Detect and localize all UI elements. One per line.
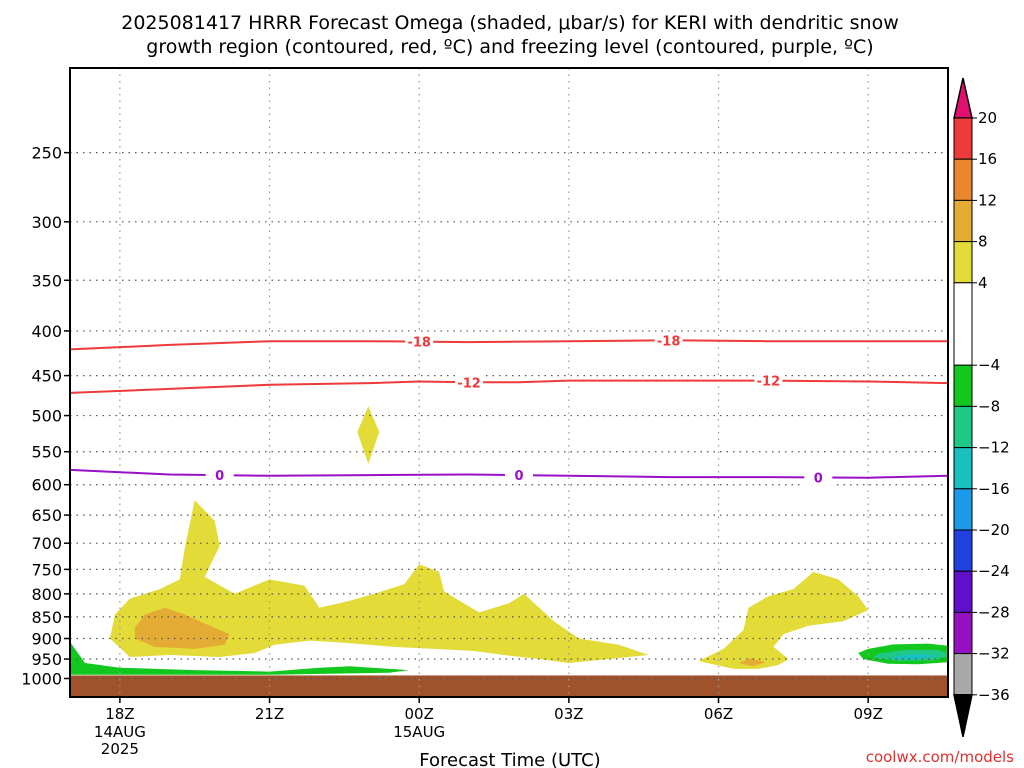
contour-label: -18 [407, 336, 431, 351]
omega-region-3 [134, 607, 230, 649]
ytick-label: 350 [31, 271, 62, 290]
terrain-block [70, 675, 948, 697]
colorbar-swatch [953, 158, 973, 201]
contour-label: 0 [514, 469, 523, 484]
pressure-axis: 250 300 350 400 450 500 550 600 650 700 750 800 850 9… [21, 144, 70, 688]
omega-region-4 [738, 658, 766, 667]
colorbar-tick-label: −16 [978, 480, 1010, 498]
xtick-label: 06Z [704, 705, 733, 723]
chart-title-line-1: 2025081417 HRRR Forecast Omega (shaded, … [121, 12, 899, 34]
ytick-label: 500 [31, 407, 62, 426]
colorbar-swatch [953, 611, 973, 655]
colorbar-swatch [953, 405, 973, 449]
contour-label-bg [205, 467, 234, 484]
colorbar-tick-label: −24 [978, 562, 1010, 580]
xtick-label: 09Z [853, 705, 882, 723]
contour-lines: -18 -18 -12 -12 0 0 0 [70, 332, 948, 486]
plot-border [69, 67, 949, 698]
contour-label-bg [804, 469, 833, 486]
omega-region-1 [698, 571, 869, 669]
ytick-label: 950 [31, 650, 62, 669]
ytick-label: 700 [31, 534, 62, 553]
colorbar-tick-label: −20 [978, 521, 1010, 539]
ytick-label: 650 [31, 506, 62, 525]
contour-label: 0 [814, 471, 823, 486]
xtick-label: 21Z [255, 705, 284, 723]
colorbar-bottom-triangle [953, 694, 973, 737]
x-axis-title: Forecast Time (UTC) [419, 750, 600, 768]
contour-line--18 [70, 339, 948, 351]
contour-label: -12 [457, 376, 481, 391]
xtick-label: 03Z [554, 705, 583, 723]
colorbar-tick-label: −4 [978, 356, 1000, 374]
contour-label-bg [754, 372, 783, 389]
colorbar-swatch [953, 653, 973, 696]
xtick-label: 18Z [105, 705, 134, 723]
colorbar-swatch [953, 447, 973, 490]
colorbar-tick-label: 4 [978, 274, 988, 292]
contour-label: -12 [757, 375, 781, 390]
colorbar-tick-label: −28 [978, 603, 1010, 621]
colorbar-top-triangle [953, 77, 973, 119]
contour-label: 0 [215, 469, 224, 484]
colorbar-tick-label: −36 [978, 686, 1010, 704]
colorbar-swatch [953, 199, 973, 243]
colorbar-swatch [953, 117, 973, 160]
ytick-label: 300 [31, 213, 62, 232]
colorbar-swatch [953, 570, 973, 613]
xtick-label: 00Z [405, 705, 434, 723]
ytick-label: 800 [31, 585, 62, 604]
colorbar-tick-label: 12 [978, 191, 997, 209]
colorbar-tick-label: −32 [978, 645, 1010, 663]
colorbar-swatch [953, 364, 973, 407]
omega-region-0 [109, 500, 649, 663]
site-credit: coolwx.com/models [866, 748, 1014, 766]
xtick-sublabel: 2025 [101, 740, 139, 758]
ytick-label: 550 [31, 443, 62, 462]
ytick-label: 750 [31, 560, 62, 579]
ytick-label: 450 [31, 367, 62, 386]
terrain-fill [70, 675, 948, 697]
ytick-label: 400 [31, 322, 62, 341]
omega-region-5 [70, 641, 410, 675]
omega-region-2 [357, 406, 380, 464]
ytick-label: 900 [31, 630, 62, 649]
colorbar-swatch [953, 282, 973, 366]
ytick-label: 250 [31, 144, 62, 163]
colorbar: 20 16 12 8 4 −4 −8 −12 −16 −20 −24 −28 −32 −36 [953, 77, 1010, 737]
contour-line--12 [70, 379, 948, 394]
plot-frame [69, 67, 949, 698]
contour-label-bg [455, 374, 484, 391]
ytick-label: 1000 [21, 669, 62, 688]
colorbar-swatch [953, 529, 973, 572]
colorbar-swatch [953, 488, 973, 531]
contour-label: -18 [657, 334, 681, 349]
colorbar-tick-label: 20 [978, 109, 997, 127]
xtick-sublabel: 14AUG [94, 723, 146, 741]
xtick-sublabel: 15AUG [393, 723, 445, 741]
ytick-label: 600 [31, 476, 62, 495]
chart-title: 2025081417 HRRR Forecast Omega (shaded, … [121, 12, 899, 58]
colorbar-swatch [953, 241, 973, 284]
grid-lines [70, 68, 948, 697]
omega-region-8 [893, 653, 938, 660]
colorbar-tick-label: 8 [978, 233, 988, 251]
colorbar-tick-label: 16 [978, 150, 997, 168]
contour-label-bg [504, 467, 533, 484]
chart-title-line-2: growth region (contoured, red, ºC) and f… [146, 36, 873, 58]
ytick-label: 850 [31, 608, 62, 627]
colorbar-tick-label: −8 [978, 397, 1000, 415]
contour-label-bg [405, 333, 434, 350]
contour-label-bg [654, 332, 683, 349]
colorbar-tick-label: −12 [978, 439, 1010, 457]
omega-shading [70, 406, 948, 675]
